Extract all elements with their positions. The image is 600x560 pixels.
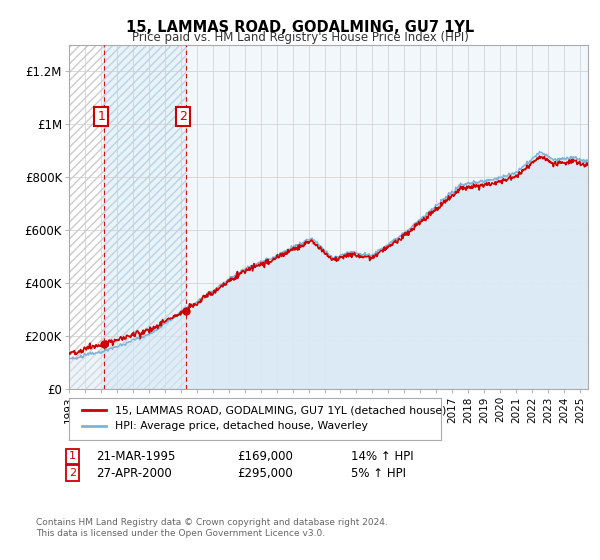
Text: Price paid vs. HM Land Registry's House Price Index (HPI): Price paid vs. HM Land Registry's House … (131, 31, 469, 44)
Text: 2: 2 (69, 468, 76, 478)
Text: 14% ↑ HPI: 14% ↑ HPI (351, 450, 413, 463)
Polygon shape (104, 45, 186, 389)
Polygon shape (186, 45, 588, 389)
Text: 27-APR-2000: 27-APR-2000 (96, 466, 172, 480)
Text: 21-MAR-1995: 21-MAR-1995 (96, 450, 175, 463)
Text: £295,000: £295,000 (237, 466, 293, 480)
Text: £169,000: £169,000 (237, 450, 293, 463)
Text: This data is licensed under the Open Government Licence v3.0.: This data is licensed under the Open Gov… (36, 529, 325, 538)
Text: 2: 2 (179, 110, 187, 123)
Text: 15, LAMMAS ROAD, GODALMING, GU7 1YL: 15, LAMMAS ROAD, GODALMING, GU7 1YL (126, 20, 474, 35)
Text: 1: 1 (69, 451, 76, 461)
Text: 1: 1 (97, 110, 105, 123)
Legend: 15, LAMMAS ROAD, GODALMING, GU7 1YL (detached house), HPI: Average price, detach: 15, LAMMAS ROAD, GODALMING, GU7 1YL (det… (78, 402, 451, 436)
Text: Contains HM Land Registry data © Crown copyright and database right 2024.: Contains HM Land Registry data © Crown c… (36, 518, 388, 527)
Text: 5% ↑ HPI: 5% ↑ HPI (351, 466, 406, 480)
